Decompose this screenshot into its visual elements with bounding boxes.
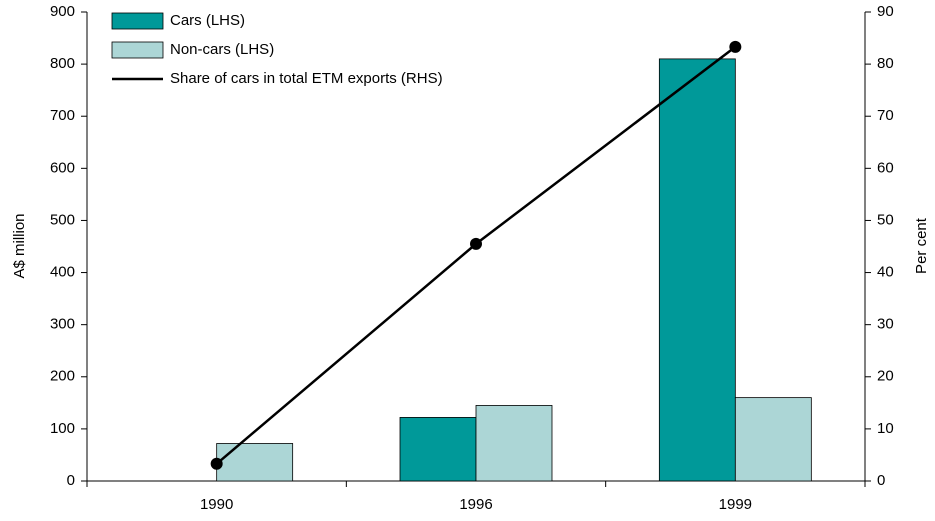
legend-swatch [111, 12, 164, 30]
y2-tick-label: 0 [877, 472, 885, 489]
legend-swatch [111, 41, 164, 59]
line-marker [210, 457, 223, 470]
line-marker [470, 237, 482, 250]
y2-tick-label: 90 [877, 3, 894, 20]
y-tick-label: 0 [67, 472, 75, 489]
y-tick-label: 500 [50, 211, 75, 228]
y2-tick-label: 50 [877, 211, 894, 228]
y-tick-label: 900 [50, 3, 75, 20]
y-axis-label: A$ million [11, 213, 28, 278]
bar [734, 397, 812, 482]
y2-tick-label: 40 [877, 264, 894, 281]
x-tick-label: 1996 [459, 496, 492, 513]
line [215, 45, 737, 465]
y2-tick-label: 10 [877, 420, 894, 437]
bar [399, 417, 477, 482]
y-tick-label: 600 [50, 159, 75, 176]
bar [216, 443, 294, 482]
legend-label: Share of cars in total ETM exports (RHS) [170, 70, 443, 87]
y2-tick-label: 20 [877, 368, 894, 385]
x-tick-label: 1999 [719, 496, 752, 513]
legend-label: Cars (LHS) [170, 12, 245, 29]
y2-tick-label: 30 [877, 316, 894, 333]
y2-tick-label: 60 [877, 159, 894, 176]
line-marker [729, 40, 742, 53]
bar [658, 58, 736, 482]
y2-tick-label: 70 [877, 107, 894, 124]
y-tick-label: 800 [50, 55, 75, 72]
x-tick-label: 1990 [200, 496, 233, 513]
y-tick-label: 400 [50, 264, 75, 281]
legend-label: Non-cars (LHS) [170, 41, 274, 58]
y-tick-label: 100 [50, 420, 75, 437]
y-tick-label: 300 [50, 316, 75, 333]
y-tick-label: 700 [50, 107, 75, 124]
y2-axis-label: Per cent [913, 217, 930, 274]
y2-tick-label: 80 [877, 55, 894, 72]
bar [475, 405, 553, 482]
y-tick-label: 200 [50, 368, 75, 385]
